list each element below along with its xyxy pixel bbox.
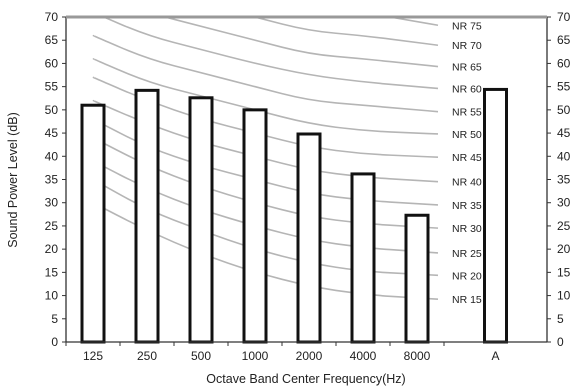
x-tick-label: 8000 [404,349,431,363]
nr-curve [101,17,439,90]
y-tick-label: 0 [51,335,58,349]
nr-curve-label: NR 30 [452,223,482,235]
nr-curve-label: NR 70 [452,40,482,52]
x-axis-label: Octave Band Center Frequency(Hz) [206,372,405,386]
y-tick-label-right: 25 [557,219,571,233]
nr-curve-label: NR 20 [452,270,482,282]
y-tick-label-right: 40 [557,149,571,163]
x-tick-label: 250 [137,349,157,363]
y-tick-label: 15 [45,265,59,279]
x-tick-label: 500 [191,349,211,363]
nr-curve-label: NR 15 [452,294,482,306]
nr-curve-label: NR 25 [452,248,482,260]
nr-curve-label: NR 45 [452,152,482,164]
bar-2000 [296,132,322,344]
nr-curve-label: NR 35 [452,200,482,212]
y-tick-label: 55 [45,80,59,94]
y-tick-label: 50 [45,103,59,117]
y-tick-label-right: 55 [557,80,571,94]
bar-4000 [350,172,376,344]
y-tick-label: 40 [45,149,59,163]
y-tick-label: 45 [45,126,59,140]
nr-curve [251,17,439,47]
y-tick-label-right: 35 [557,173,571,187]
nr-curve [385,17,439,27]
nr-curve [92,58,439,135]
y-axis-label: Sound Power Level (dB) [6,112,20,248]
y-tick-label-right: 0 [557,335,564,349]
x-tick-label: 4000 [350,349,377,363]
nr-curve [92,34,439,113]
y-tick-label: 5 [51,312,58,326]
y-tick-label: 10 [45,289,59,303]
y-tick-label: 35 [45,173,59,187]
labels: NR 75 NR 70 NR 65 NR 60 NR 55 NR 50 NR 45 NR 40… [452,20,482,306]
nr-curve [162,17,439,68]
nr-curve [92,76,439,158]
bar-8000 [404,213,430,344]
x-tick-label: 1000 [242,349,269,363]
y-tick-label-right: 5 [557,312,564,326]
bar-1000 [242,108,268,344]
x-tick-label-total: A [491,349,499,363]
nr-curve-label: NR 55 [452,107,482,119]
y-tick-label-right: 50 [557,103,571,117]
x-tick-label: 2000 [296,349,323,363]
nr-curve-label: NR 65 [452,62,482,74]
bar-500 [188,96,214,344]
bar-250 [134,88,160,344]
y-tick-label: 70 [45,10,59,24]
y-tick-label-right: 60 [557,56,571,70]
y-tick-label-right: 45 [557,126,571,140]
y-tick-label: 30 [45,196,59,210]
bar-125 [80,103,106,344]
nr-curve-label: NR 50 [452,129,482,141]
y-tick-label-right: 30 [557,196,571,210]
bars [80,87,508,344]
nr-curve-label: NR 60 [452,83,482,95]
y-tick-label-right: 70 [557,10,571,24]
y-tick-label-right: 10 [557,289,571,303]
nr-curve-label: NR 40 [452,177,482,189]
x-tick-label: 125 [83,349,103,363]
y-tick-label: 60 [45,56,59,70]
y-tick-label-right: 65 [557,33,571,47]
y-tick-label-right: 20 [557,242,571,256]
bar-total [483,87,508,344]
y-tick-label: 25 [45,219,59,233]
y-tick-label: 20 [45,242,59,256]
y-tick-label-right: 15 [557,265,571,279]
y-tick-label: 65 [45,33,59,47]
nr-curve-label: NR 75 [452,20,482,32]
nr-curve [92,99,439,183]
